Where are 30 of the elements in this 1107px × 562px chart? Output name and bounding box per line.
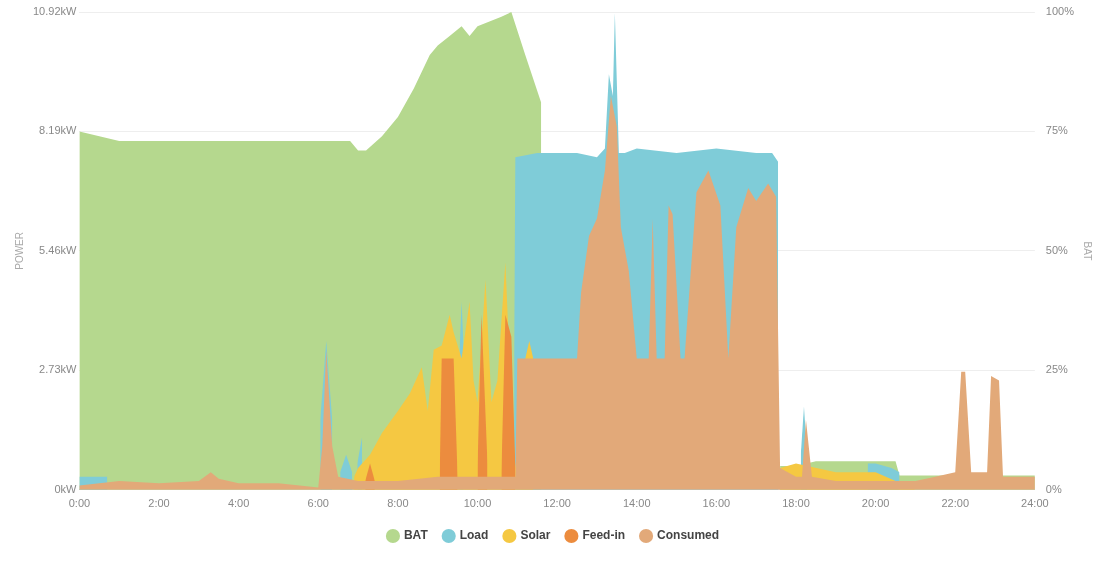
x-tick-label: 6:00 bbox=[307, 497, 329, 510]
x-tick-label: 22:00 bbox=[941, 497, 970, 510]
x-tick-label: 4:00 bbox=[227, 497, 250, 510]
legend-label: BAT bbox=[403, 528, 429, 543]
y-tick-label: 5.46kW bbox=[39, 243, 78, 256]
legend-label: Load bbox=[459, 528, 489, 543]
legend-label: Feed-in bbox=[582, 528, 626, 543]
y-tick-label: 8.19kW bbox=[39, 124, 78, 137]
x-tick-label: 10:00 bbox=[463, 497, 492, 510]
x-tick-label: 20:00 bbox=[861, 497, 890, 510]
y-tick-label: 0kW bbox=[54, 482, 78, 495]
y2-tick-label: 50% bbox=[1045, 243, 1069, 256]
x-tick-label: 24:00 bbox=[1021, 497, 1049, 510]
x-tick-label: 0:00 bbox=[68, 497, 91, 510]
y2-tick-label: 100% bbox=[1045, 5, 1075, 18]
y-tick-label: 10.92kW bbox=[32, 5, 78, 18]
legend-label: Consumed bbox=[657, 528, 720, 543]
x-tick-label: 12:00 bbox=[543, 497, 571, 510]
x-tick-label: 2:00 bbox=[148, 497, 170, 510]
x-tick-label: 16:00 bbox=[702, 497, 731, 510]
x-tick-label: 8:00 bbox=[387, 497, 409, 510]
legend-label: Solar bbox=[520, 528, 551, 543]
y-axis-title: POWER bbox=[13, 232, 25, 270]
y2-axis-title: BAT bbox=[1082, 241, 1094, 261]
y2-tick-label: 25% bbox=[1045, 363, 1069, 376]
y2-tick-label: 75% bbox=[1045, 124, 1069, 137]
x-tick-label: 18:00 bbox=[782, 497, 810, 510]
x-tick-label: 14:00 bbox=[622, 497, 651, 510]
y2-tick-label: 0% bbox=[1045, 482, 1062, 495]
y-tick-label: 2.73kW bbox=[39, 363, 78, 376]
